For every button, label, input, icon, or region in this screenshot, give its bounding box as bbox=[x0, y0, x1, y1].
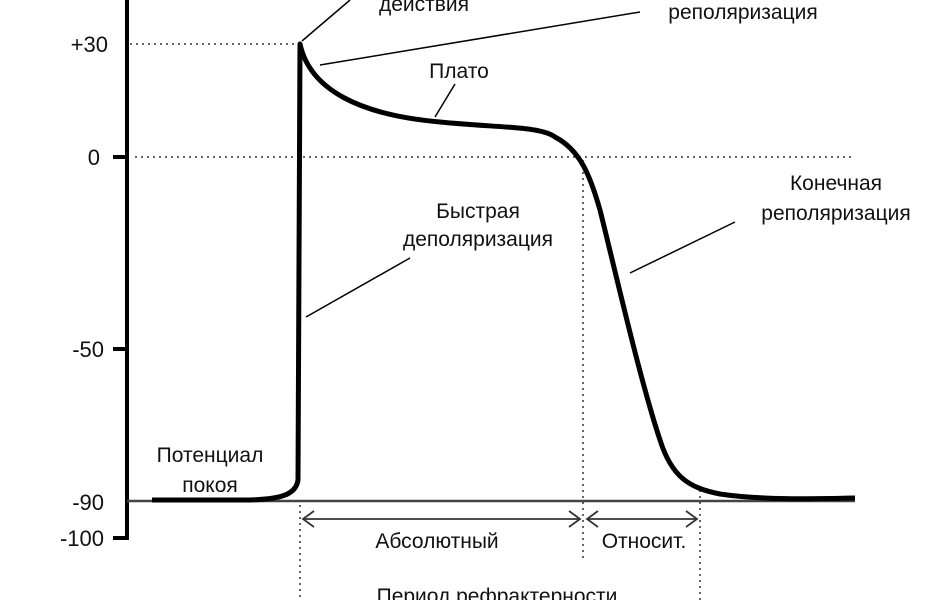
label-final-repol-2: реполяризация bbox=[761, 202, 910, 225]
label-fast-depol-2: деполяризация bbox=[403, 228, 553, 251]
leader-final-repol bbox=[629, 221, 736, 274]
absolute-refractory-arrow bbox=[301, 510, 582, 528]
label-early-repolarization: реполяризация bbox=[668, 1, 817, 24]
label-relative: Относит. bbox=[602, 530, 687, 553]
leader-plateau bbox=[434, 83, 456, 118]
tick-label-minus90: -90 bbox=[72, 490, 104, 515]
leader-early-repol bbox=[319, 11, 641, 66]
label-action-potential: действия bbox=[379, 0, 469, 16]
tick-label-30: +30 bbox=[71, 32, 108, 57]
leader-action-potential bbox=[301, 0, 351, 42]
label-plateau: Плато bbox=[429, 60, 489, 83]
action-potential-curve bbox=[152, 41, 856, 503]
label-absolute: Абсолютный bbox=[375, 530, 498, 553]
leader-fast-depol bbox=[305, 257, 411, 318]
label-resting-2: покоя bbox=[182, 474, 238, 497]
tick-label-minus100: -100 bbox=[60, 526, 104, 551]
label-final-repol-1: Конечная bbox=[790, 172, 882, 195]
label-fast-depol-1: Быстрая bbox=[436, 200, 520, 223]
relative-refractory-arrow bbox=[585, 510, 699, 528]
tick-label-minus50: -50 bbox=[72, 337, 104, 362]
tick-label-0: 0 bbox=[88, 145, 100, 170]
label-refractory-period: Период рефрактерности bbox=[377, 585, 618, 600]
label-resting-1: Потенциал bbox=[157, 444, 264, 467]
